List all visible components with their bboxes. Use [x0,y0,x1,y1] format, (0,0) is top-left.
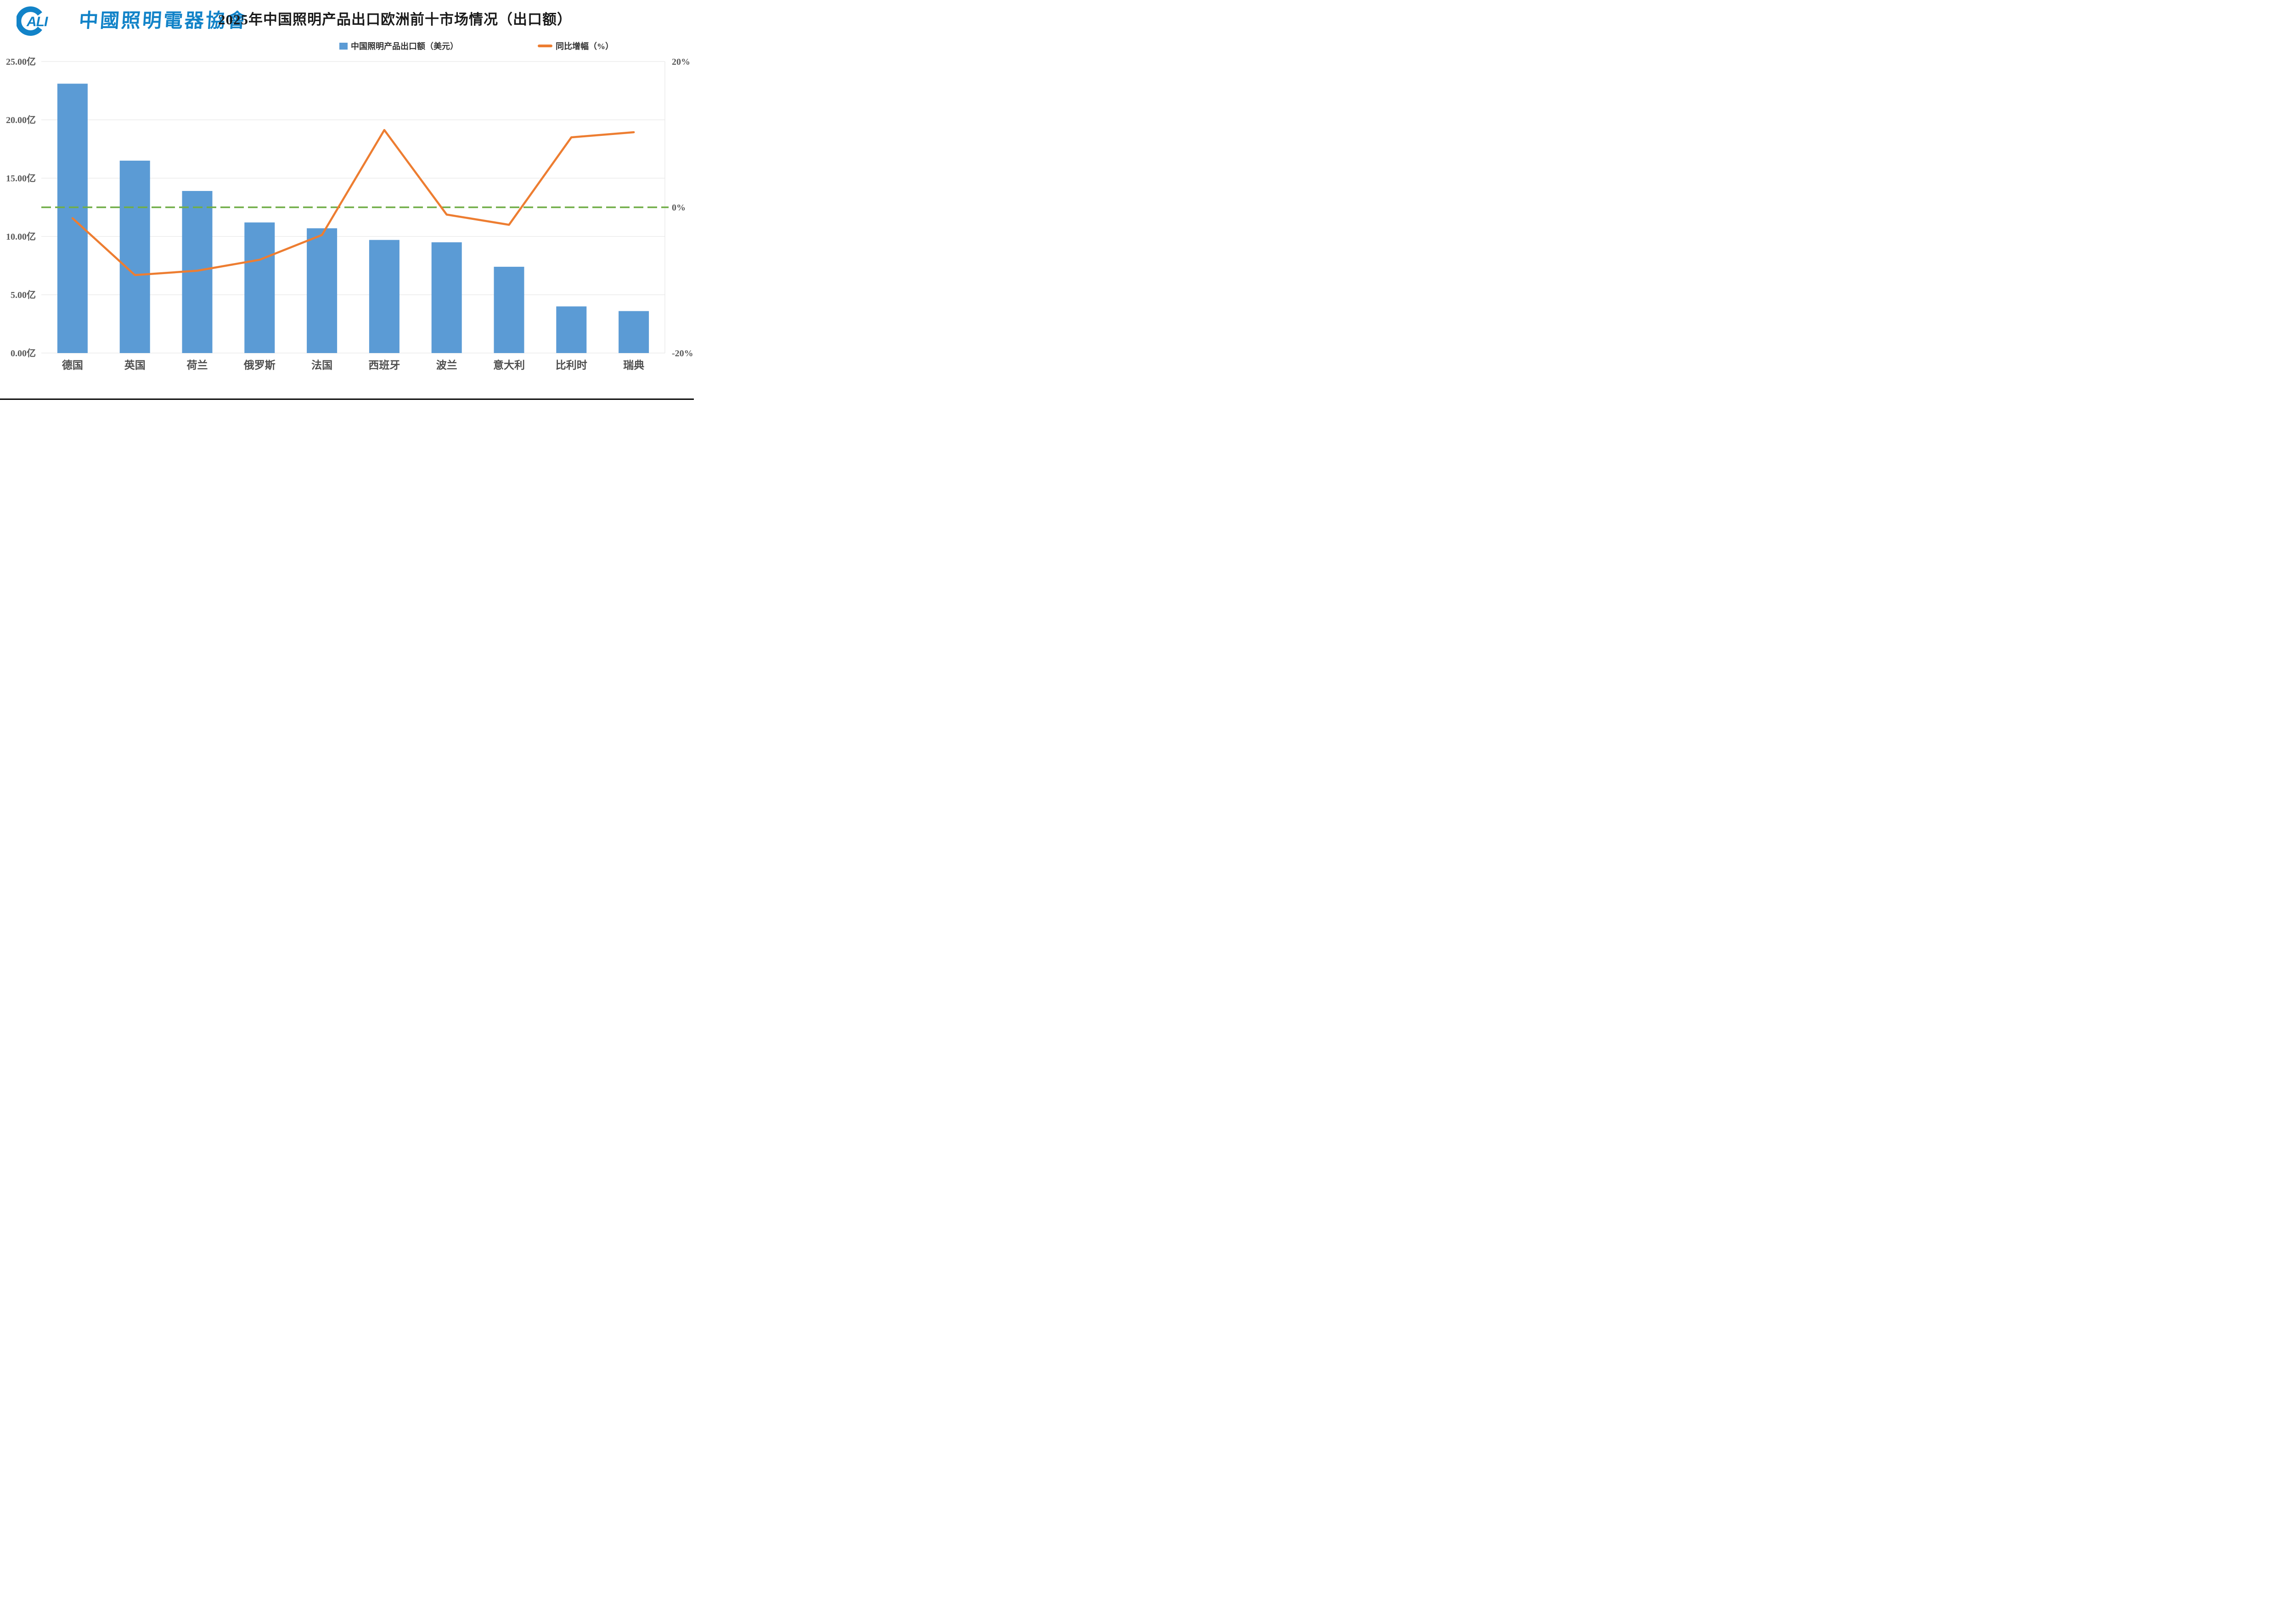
bar-波兰 [431,242,462,353]
chart-plot-area: 25.00亿 20.00亿 15.00亿 10.00亿 5.00亿 0.00亿 20% 0% -… [6,56,693,371]
chart-page: ALI 中國照明電器協會 2025年中国照明产品出口欧洲前十市场情况（出口额） … [0,0,694,400]
bar-西班牙 [369,240,400,353]
left-axis-tick-0: 25.00亿 [6,56,36,67]
logo-c-ring [17,6,42,36]
right-axis-tick-2: -20% [672,348,693,359]
left-axis-tick-4: 5.00亿 [11,289,36,300]
left-axis-tick-5: 0.00亿 [11,348,36,359]
cali-logo: ALI 中國照明電器協會 [17,6,249,36]
x-label-4: 法国 [311,359,332,371]
x-label-1: 英国 [124,359,146,371]
x-label-5: 西班牙 [368,359,400,371]
bar-意大利 [494,267,524,353]
bar-法国 [307,228,338,353]
left-axis-tick-2: 15.00亿 [6,173,36,184]
chart-legend: 中国照明产品出口额（美元） 同比增幅（%） [0,40,694,51]
x-label-7: 意大利 [493,359,525,371]
legend-item-yoy-growth: 同比增幅（%） [538,40,613,51]
bar-英国 [119,160,150,353]
cali-logo-mark: ALI [17,6,49,36]
x-label-0: 德国 [62,359,83,371]
left-axis-tick-3: 10.00亿 [6,231,36,242]
legend-export-label: 中国照明产品出口额（美元） [351,42,458,51]
x-label-6: 波兰 [436,359,457,371]
x-label-8: 比利时 [556,359,587,371]
x-label-3: 俄罗斯 [243,359,276,371]
legend-growth-label: 同比增幅（%） [556,42,613,51]
right-axis-tick-0: 20% [672,57,690,67]
bar-series-swatch-icon [339,42,348,50]
bar-比利时 [556,306,587,353]
line-series-marker-icon [538,45,552,47]
logo-abbr-text: ALI [26,14,48,29]
bar-俄罗斯 [244,222,275,353]
left-axis-tick-1: 20.00亿 [6,114,36,125]
right-axis-tick-1: 0% [672,203,686,213]
x-label-2: 荷兰 [187,359,208,371]
legend-item-export-value: 中国照明产品出口额（美元） [339,40,458,51]
page-title: 2025年中国照明产品出口欧洲前十市场情况（出口额） [218,11,572,28]
x-label-9: 瑞典 [623,359,644,371]
bar-瑞典 [619,311,649,353]
yoy-growth-line [71,129,635,276]
